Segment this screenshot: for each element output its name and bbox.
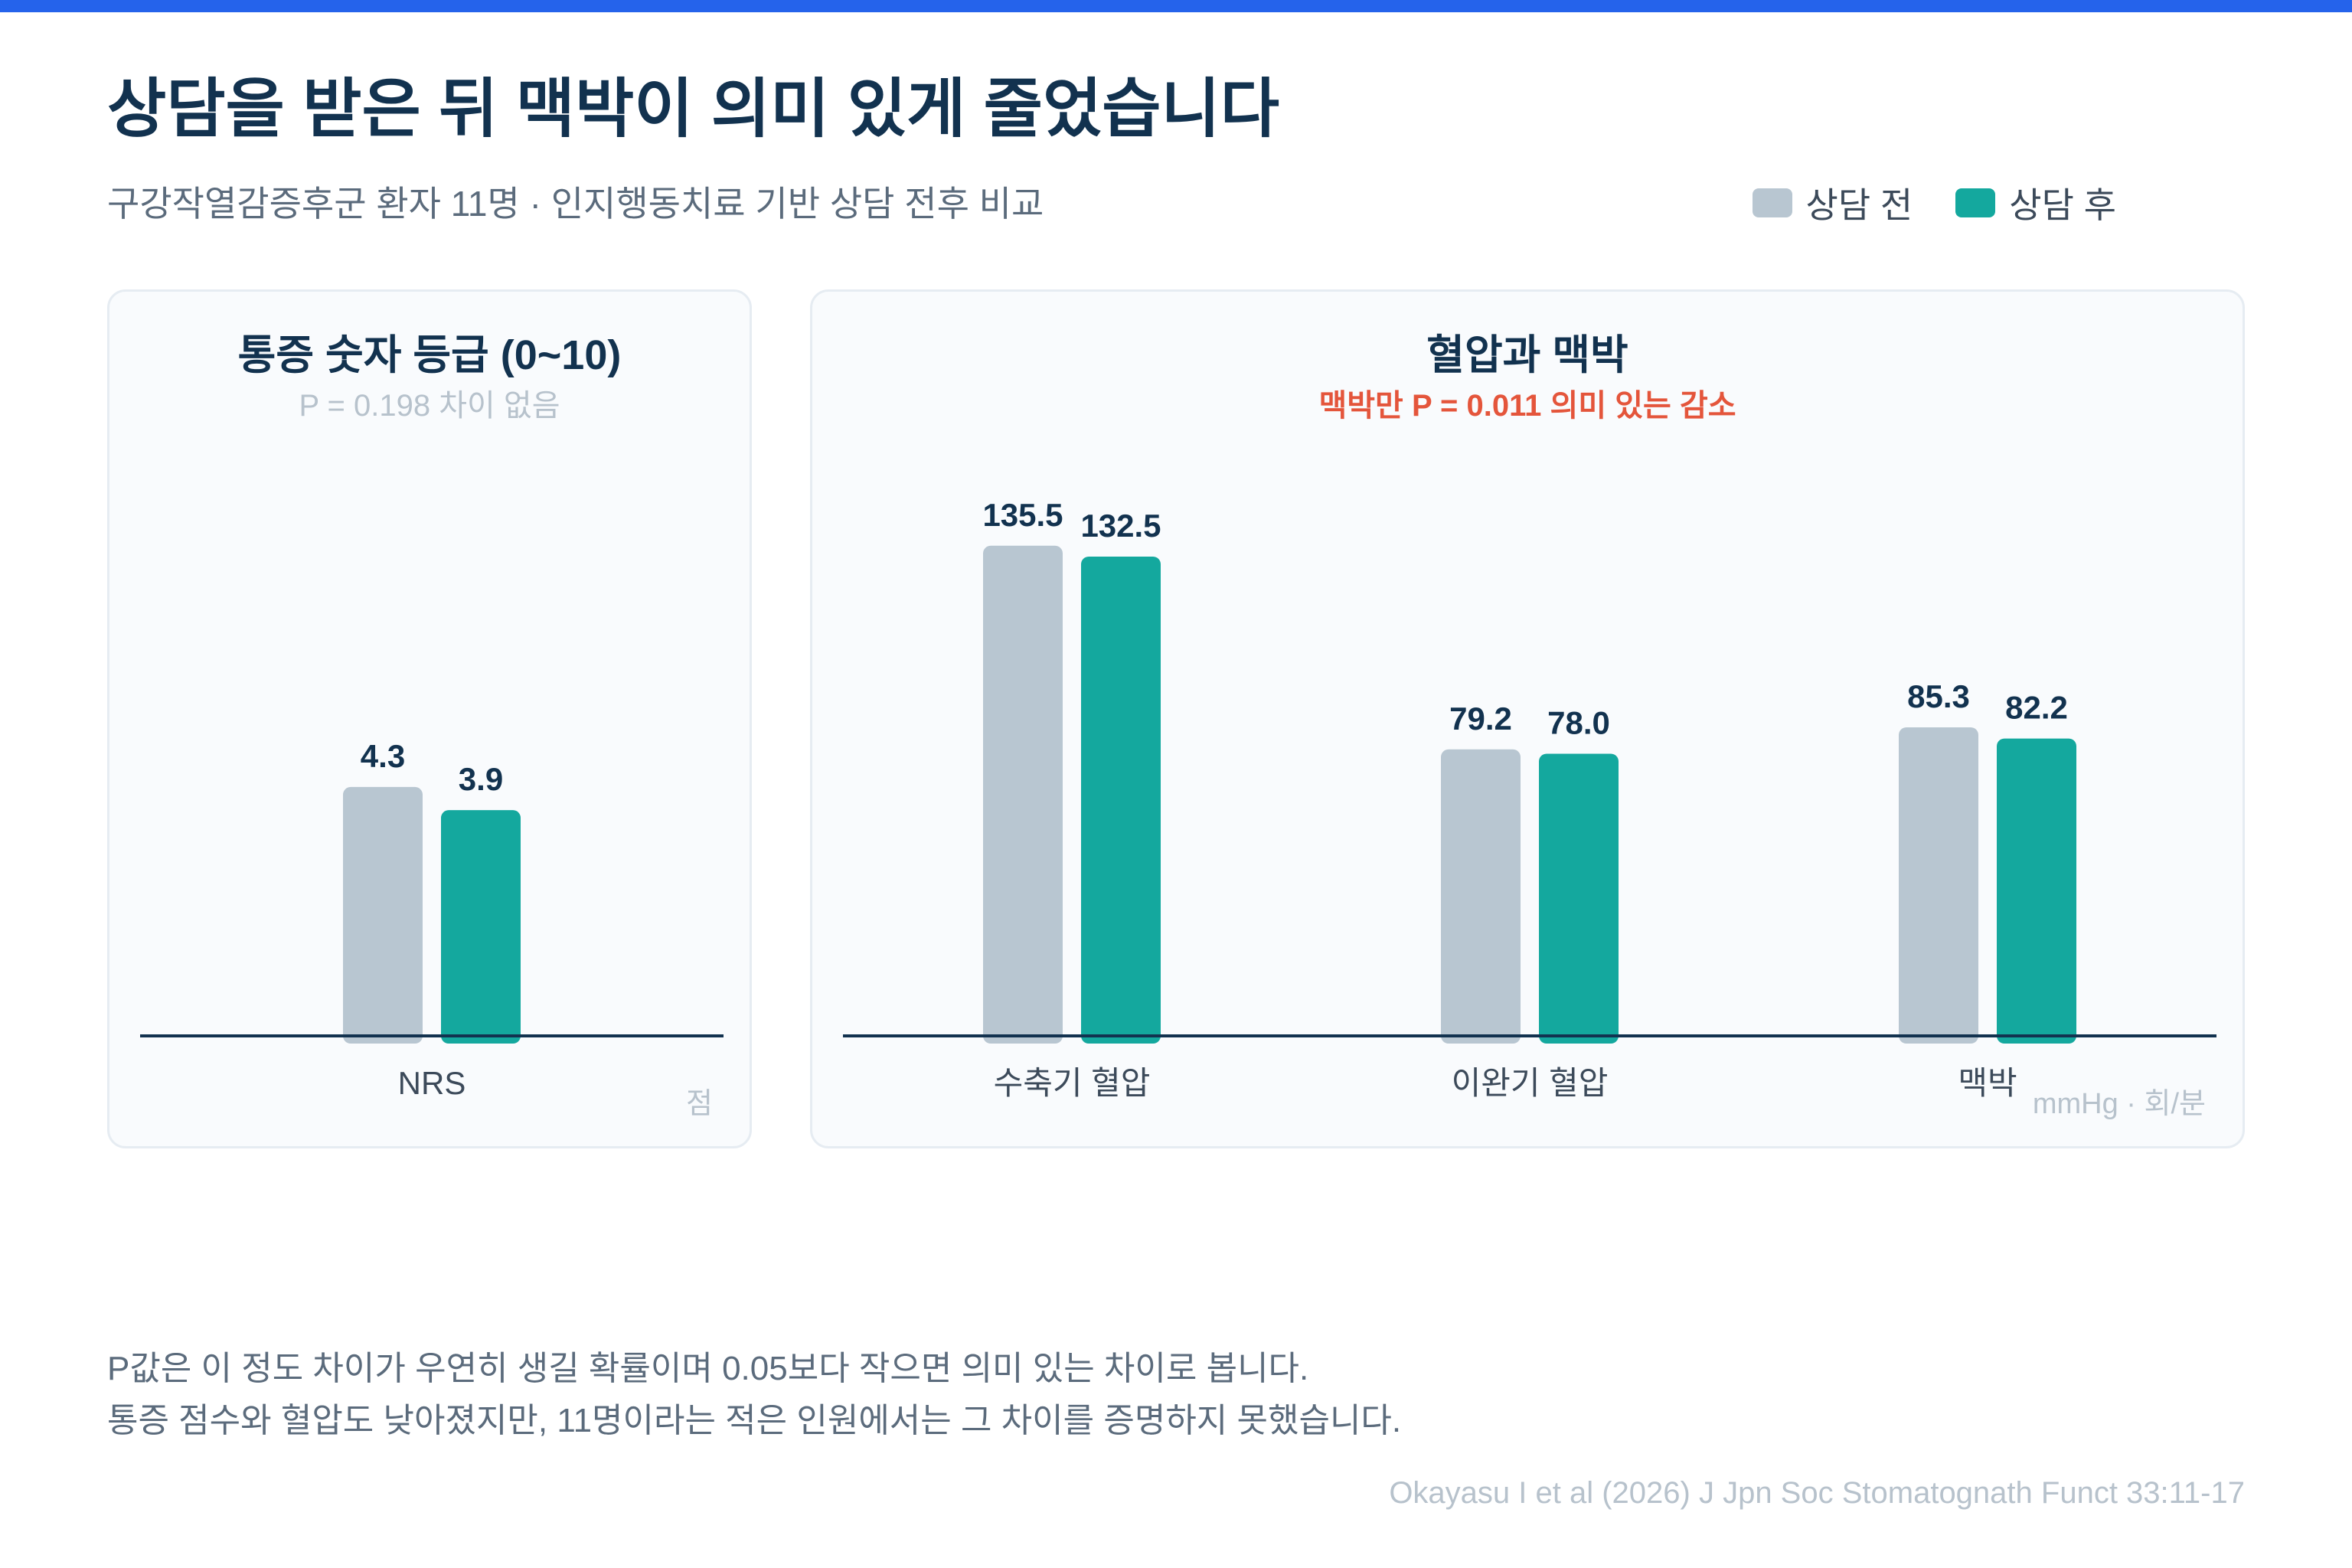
legend-label-before: 상담 전 (1805, 185, 1913, 225)
bp-bar-chart: 135.5 132.5 수축기 혈압 79.2 78.0 이완기 혈압 85.3 82.2 맥박 (843, 497, 2216, 1101)
category-label-1: 이완기 혈압 (1452, 1065, 1609, 1101)
pain-score-panel: 통증 숫자 등급 (0~10) P = 0.198 차이 없음 4.3 3.9 NR… (107, 289, 752, 1148)
data-label-after-1: 78.0 (1547, 704, 1610, 740)
bar-before-0 (343, 786, 423, 1044)
data-label-before-0: 4.3 (361, 738, 405, 774)
pain-chart-pvalue: P = 0.198 차이 없음 (299, 389, 560, 423)
category-label-0: NRS (398, 1065, 466, 1101)
data-label-after-0: 132.5 (1080, 508, 1161, 544)
legend-swatch-before (1752, 188, 1792, 217)
legend-label-after: 상담 후 (2009, 185, 2116, 225)
bar-before-1 (1441, 749, 1521, 1044)
bar-after-0 (1081, 556, 1161, 1044)
bar-before-2 (1899, 727, 1978, 1044)
bp-chart-title: 혈압과 맥박 (1426, 332, 1628, 378)
pain-chart-unit: 점 (686, 1088, 713, 1120)
data-label-before-0: 135.5 (982, 497, 1063, 533)
accent-top-bar (0, 0, 2352, 12)
pain-bar-chart: 4.3 3.9 NRS (140, 738, 724, 1101)
bar-after-2 (1997, 738, 2076, 1044)
data-label-before-1: 79.2 (1449, 701, 1512, 737)
pain-chart-title: 통증 숫자 등급 (0~10) (237, 332, 622, 378)
data-label-after-0: 3.9 (459, 761, 503, 797)
chart-legend: 상담 전 상담 후 (1752, 178, 2116, 228)
footnote-line-1: P값은 이 정도 차이가 우연히 생길 확률이며 0.05보다 작으면 의미 있… (107, 1350, 1309, 1387)
bar-after-0 (441, 810, 521, 1044)
page-subtitle: 구강작열감증후군 환자 11명 · 인지행동치료 기반 상담 전후 비교 (107, 184, 1044, 224)
bar-before-0 (983, 545, 1063, 1044)
legend-swatch-after (1955, 188, 1996, 217)
legend-item-after: 상담 후 (1955, 178, 2116, 228)
data-label-before-2: 85.3 (1907, 678, 1970, 714)
source-citation: Okayasu I et al (2026) J Jpn Soc Stomato… (1389, 1476, 2245, 1510)
category-label-2: 맥박 (1958, 1065, 2017, 1101)
bar-after-1 (1539, 753, 1619, 1044)
data-label-after-2: 82.2 (2005, 690, 2068, 726)
bp-chart-unit: mmHg · 회/분 (2032, 1088, 2206, 1120)
category-label-0: 수축기 혈압 (994, 1065, 1151, 1101)
legend-item-before: 상담 전 (1752, 178, 1913, 228)
page-title: 상담을 받은 뒤 맥박이 의미 있게 줄었습니다 (107, 73, 1280, 145)
footnote-line-2: 통증 점수와 혈압도 낮아졌지만, 11명이라는 적은 인원에서는 그 차이를 … (107, 1402, 1402, 1439)
footnote: P값은 이 정도 차이가 우연히 생길 확률이며 0.05보다 작으면 의미 있… (107, 1343, 1401, 1447)
bp-pulse-panel: 혈압과 맥박 맥박만 P = 0.011 의미 있는 감소 135.5 132.5… (810, 289, 2245, 1148)
bp-chart-pvalue: 맥박만 P = 0.011 의미 있는 감소 (1318, 389, 1736, 423)
